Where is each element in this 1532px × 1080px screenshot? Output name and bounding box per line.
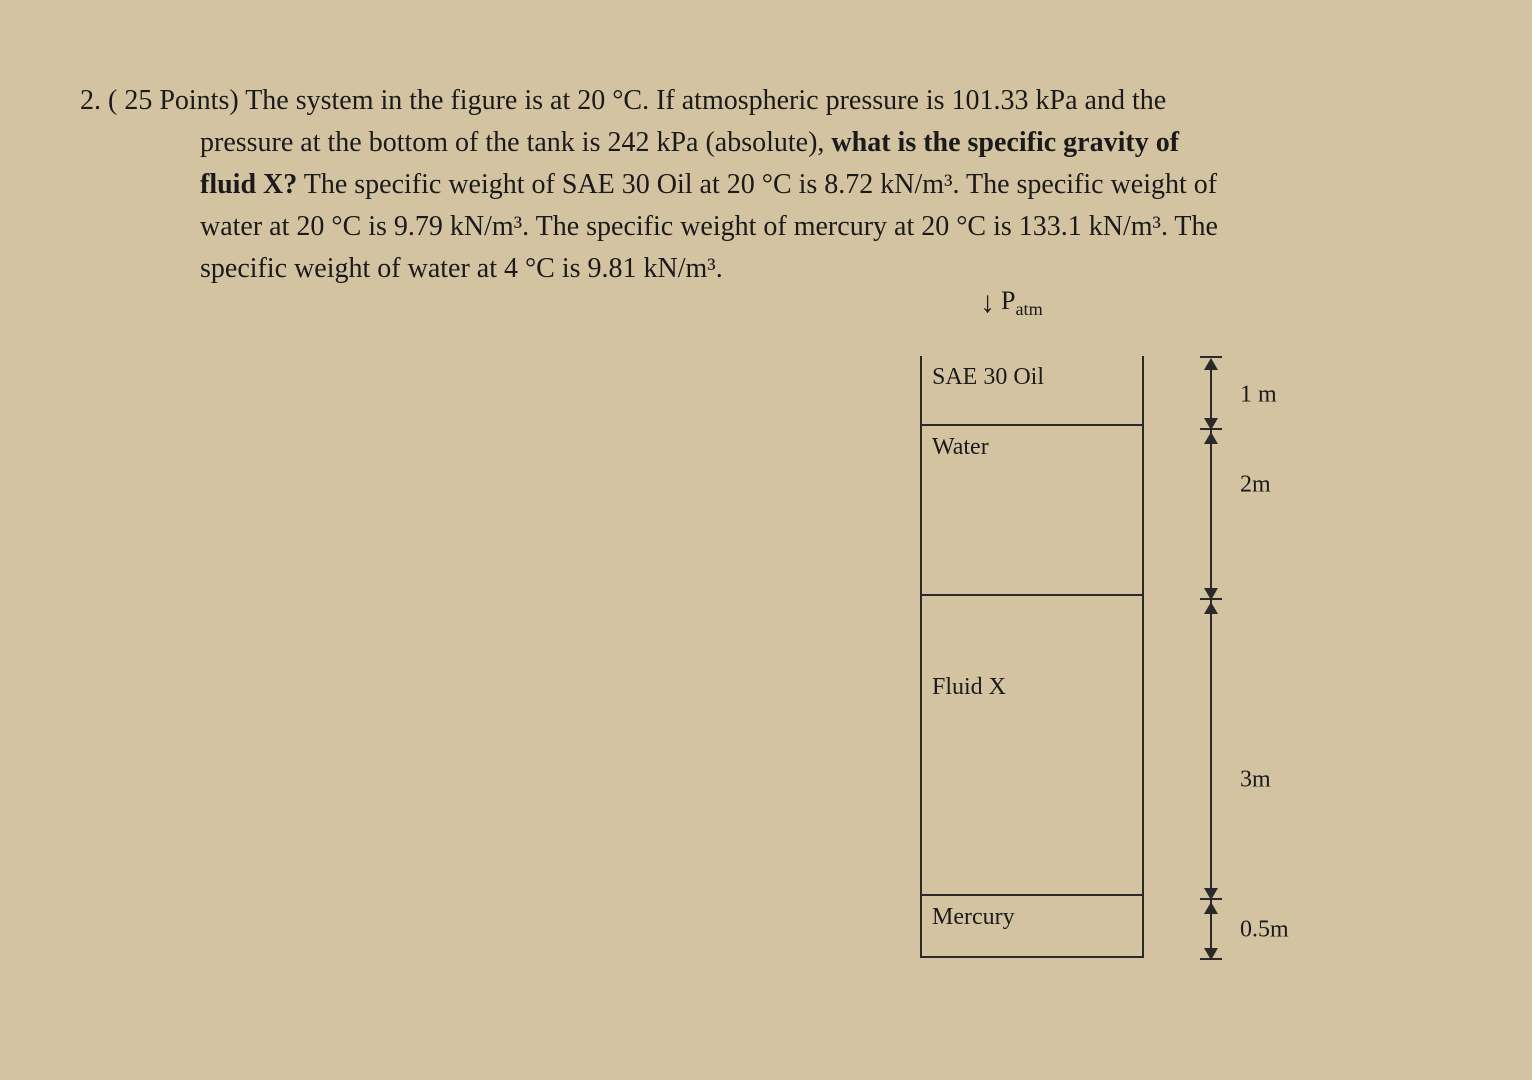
problem-line3: The specific weight of SAE 30 Oil at 20 … <box>297 169 1217 200</box>
dim-label-water: 2m <box>1240 472 1271 499</box>
problem-number: 2. <box>80 85 101 116</box>
layer-oil: SAE 30 Oil <box>922 356 1142 426</box>
dim-label-oil: 1 m <box>1240 382 1277 409</box>
layer-mercury-label: Mercury <box>932 904 1015 931</box>
dim-label-hg: 0.5m <box>1240 917 1289 944</box>
dim-tick <box>1200 958 1222 960</box>
problem-line-4: water at 20 °C is 9.79 kN/m³. The specif… <box>80 206 1430 248</box>
p-atm-p: P <box>1001 286 1015 315</box>
problem-line3-bold: fluid X? <box>200 169 297 200</box>
down-arrow-icon: ↓ <box>980 288 995 318</box>
tank-diagram: ↓ Patm SAE 30 Oil Water Fluid X Mercury <box>920 330 1144 958</box>
problem-line1a: The system in the figure is at 20 °C. If… <box>245 85 1166 116</box>
problem-line-2: pressure at the bottom of the tank is 24… <box>80 122 1430 164</box>
layer-water: Water <box>922 426 1142 596</box>
dim-label-x: 3m <box>1240 767 1271 794</box>
layer-x-label: Fluid X <box>932 674 1006 701</box>
dim-line-x <box>1210 600 1212 900</box>
problem-line4: water at 20 °C is 9.79 kN/m³. The specif… <box>200 211 1218 242</box>
dimension-column: 1 m 2m 3m 0.5m <box>1190 360 1330 980</box>
problem-text: 2. ( 25 Points) The system in the figure… <box>80 80 1430 290</box>
layer-water-label: Water <box>932 434 989 461</box>
dim-line-water <box>1210 430 1212 600</box>
page: 2. ( 25 Points) The system in the figure… <box>0 0 1532 1080</box>
problem-line5: specific weight of water at 4 °C is 9.81… <box>200 253 723 284</box>
dimension-lines: 1 m 2m 3m 0.5m <box>1190 360 1330 980</box>
layer-mercury: Mercury <box>922 896 1142 956</box>
layer-fluid-x: Fluid X <box>922 596 1142 896</box>
problem-points: ( 25 Points) <box>108 85 239 116</box>
problem-line2-bold: what is the specific gravity of <box>831 127 1179 158</box>
problem-line-1: 2. ( 25 Points) The system in the figure… <box>80 80 1430 122</box>
tank-container: SAE 30 Oil Water Fluid X Mercury <box>920 356 1144 958</box>
problem-line-5: specific weight of water at 4 °C is 9.81… <box>80 248 1430 290</box>
p-atm-sub: atm <box>1015 299 1042 319</box>
problem-line2: pressure at the bottom of the tank is 24… <box>200 127 831 158</box>
layer-oil-label: SAE 30 Oil <box>932 364 1044 391</box>
problem-line-3: fluid X? The specific weight of SAE 30 O… <box>80 164 1430 206</box>
p-atm-label: ↓ Patm <box>980 286 1043 320</box>
tank: SAE 30 Oil Water Fluid X Mercury <box>920 356 1144 958</box>
